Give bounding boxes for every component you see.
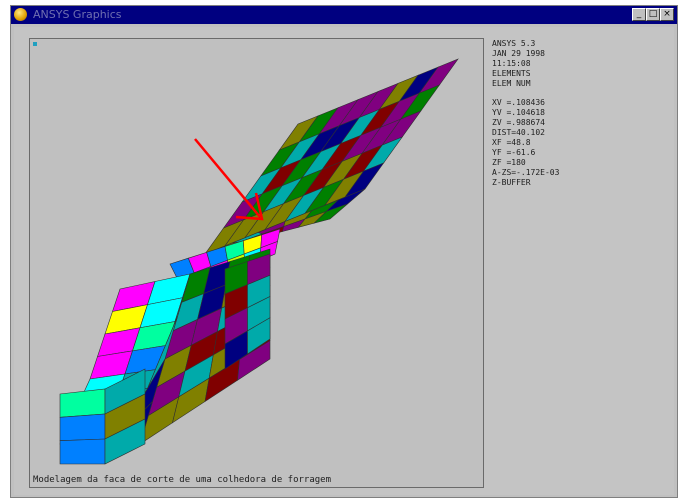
ansys-window: ANSYS Graphics _ □ × Modelagem da faca d… <box>10 5 678 498</box>
graphics-viewport[interactable]: Modelagem da faca de corte de uma colhed… <box>29 38 484 488</box>
legend-line: XF =48.8 <box>492 138 531 147</box>
maximize-icon[interactable]: □ <box>646 8 660 21</box>
mesh-element <box>313 203 348 224</box>
legend-line: DIST=40.102 <box>492 128 545 137</box>
legend-line: ELEMENTS <box>492 69 531 78</box>
client-area: Modelagem da faca de corte de uma colhed… <box>14 27 674 495</box>
title-bar[interactable]: ANSYS Graphics _ □ × <box>11 6 677 24</box>
legend-line: YF =-61.6 <box>492 148 536 157</box>
close-icon[interactable]: × <box>660 8 674 21</box>
mesh-element <box>59 438 106 465</box>
legend-line: A-ZS=-.172E-03 <box>492 168 560 177</box>
mesh-element <box>59 413 106 441</box>
legend-line: 11:15:08 <box>492 59 531 68</box>
legend-line: ELEM NUM <box>492 79 531 88</box>
legend-line: JAN 29 1998 <box>492 49 545 58</box>
mesh-element <box>237 340 271 381</box>
minimize-icon[interactable]: _ <box>632 8 646 21</box>
legend-line: ZF =180 <box>492 158 526 167</box>
mesh-element <box>247 317 271 355</box>
mesh-element <box>59 388 106 418</box>
legend-panel: ANSYS 5.3 JAN 29 1998 11:15:08 ELEMENTS … <box>492 39 662 188</box>
finite-element-mesh <box>59 58 459 465</box>
legend-line: ZV =.988674 <box>492 118 545 127</box>
legend-line: ANSYS 5.3 <box>492 39 536 48</box>
annotation-arrow-icon <box>194 138 264 221</box>
legend-line: Z-BUFFER <box>492 178 531 187</box>
ansys-app-icon[interactable] <box>14 8 27 21</box>
window-title: ANSYS Graphics <box>33 8 122 21</box>
triad-marker <box>33 42 37 46</box>
model-caption: Modelagem da faca de corte de uma colhed… <box>33 475 332 485</box>
mesh-element <box>104 418 146 465</box>
legend-line: XV =.108436 <box>492 98 545 107</box>
legend-line: YV =.104618 <box>492 108 545 117</box>
